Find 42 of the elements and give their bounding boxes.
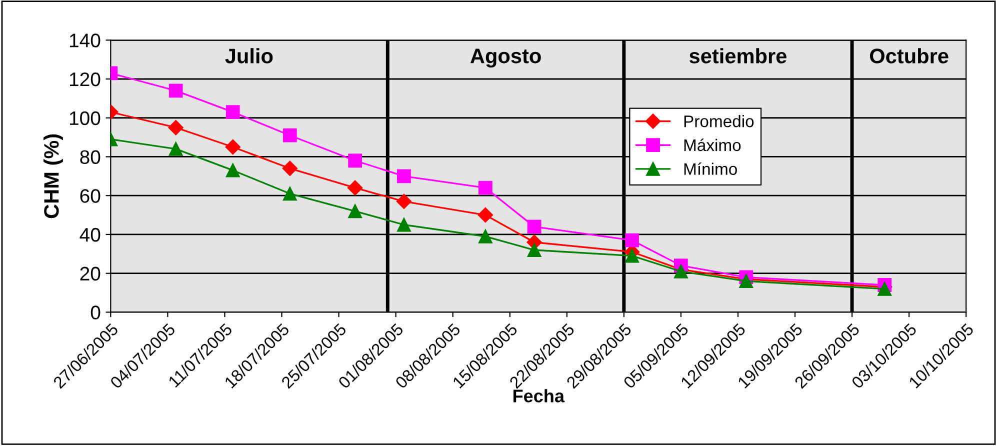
point xyxy=(478,207,493,223)
point xyxy=(478,180,492,195)
annotation: Julio xyxy=(225,48,273,64)
point xyxy=(625,248,640,263)
y-tick-label: 20 xyxy=(80,266,100,281)
legend-label: Máximo xyxy=(684,138,741,152)
point xyxy=(396,194,412,210)
y-tick-label: 80 xyxy=(80,150,100,164)
y-tick-label: 40 xyxy=(80,228,100,242)
y-tick-label: 100 xyxy=(70,111,100,126)
point xyxy=(478,229,492,244)
point xyxy=(348,204,362,218)
point xyxy=(625,233,640,248)
y-tick-label: 60 xyxy=(80,189,100,203)
point xyxy=(282,128,297,142)
legend-label: Promedio xyxy=(684,114,754,128)
x-axis-title: Fecha xyxy=(514,389,565,402)
annotation: Agosto xyxy=(470,48,541,68)
point xyxy=(397,169,411,184)
y-tick-label: 120 xyxy=(70,72,100,86)
y-tick-label: 140 xyxy=(70,34,100,48)
y-axis-title: CHM (%) xyxy=(44,134,63,218)
legend-label: Mínimo xyxy=(684,162,737,175)
point xyxy=(282,186,297,201)
y-tick-label: 0 xyxy=(90,306,100,320)
point xyxy=(878,282,892,296)
point xyxy=(348,154,362,168)
point xyxy=(168,142,183,156)
point xyxy=(348,180,363,196)
point xyxy=(739,274,754,288)
point xyxy=(282,160,298,176)
annotation: Octubre xyxy=(870,48,948,64)
point xyxy=(527,220,542,234)
point xyxy=(527,243,542,257)
point xyxy=(225,139,240,155)
point xyxy=(168,120,184,136)
annotation: setiembre xyxy=(690,48,786,64)
point xyxy=(397,218,411,232)
point xyxy=(226,105,240,119)
point xyxy=(168,84,183,98)
point xyxy=(674,264,688,278)
point xyxy=(226,163,240,178)
